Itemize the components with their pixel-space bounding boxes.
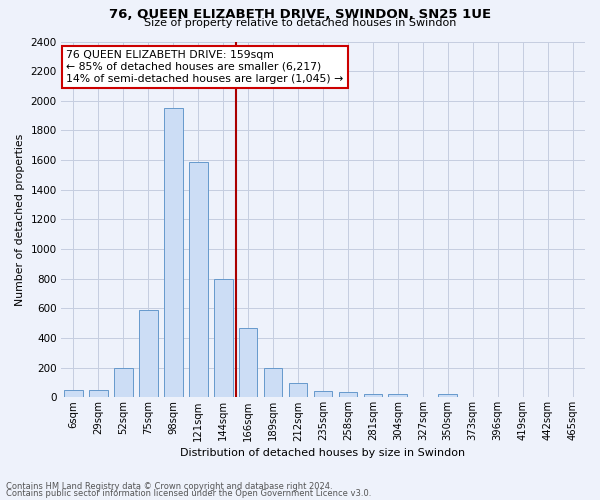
Bar <box>64 390 83 398</box>
Text: Contains HM Land Registry data © Crown copyright and database right 2024.: Contains HM Land Registry data © Crown c… <box>6 482 332 491</box>
Text: Size of property relative to detached houses in Swindon: Size of property relative to detached ho… <box>144 18 456 28</box>
Text: 76, QUEEN ELIZABETH DRIVE, SWINDON, SN25 1UE: 76, QUEEN ELIZABETH DRIVE, SWINDON, SN25… <box>109 8 491 20</box>
Bar <box>289 382 307 398</box>
Bar <box>239 328 257 398</box>
Bar <box>189 162 208 398</box>
Bar <box>338 392 357 398</box>
Bar <box>314 390 332 398</box>
Y-axis label: Number of detached properties: Number of detached properties <box>15 134 25 306</box>
Bar <box>89 390 108 398</box>
Bar <box>264 368 283 398</box>
Bar <box>439 394 457 398</box>
Bar <box>164 108 182 398</box>
Bar <box>364 394 382 398</box>
Bar <box>114 368 133 398</box>
Bar <box>139 310 158 398</box>
X-axis label: Distribution of detached houses by size in Swindon: Distribution of detached houses by size … <box>181 448 466 458</box>
Bar <box>214 279 233 398</box>
Text: Contains public sector information licensed under the Open Government Licence v3: Contains public sector information licen… <box>6 489 371 498</box>
Text: 76 QUEEN ELIZABETH DRIVE: 159sqm
← 85% of detached houses are smaller (6,217)
14: 76 QUEEN ELIZABETH DRIVE: 159sqm ← 85% o… <box>66 50 343 84</box>
Bar <box>388 394 407 398</box>
